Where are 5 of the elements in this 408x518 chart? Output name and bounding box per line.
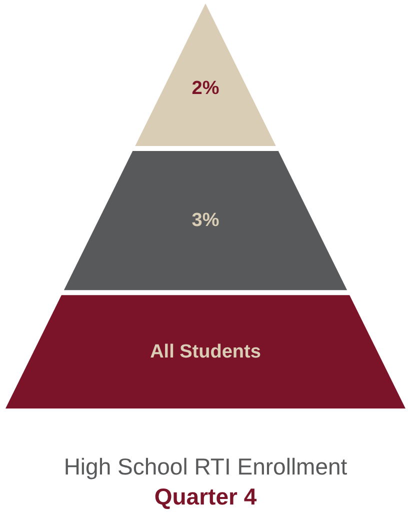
data-label: 2% — [192, 78, 220, 100]
data-label: All Students — [150, 341, 261, 362]
data-label: 3% — [192, 210, 220, 232]
text: Quarter 4 — [154, 484, 257, 510]
text: High School RTI Enrollment — [64, 454, 348, 480]
